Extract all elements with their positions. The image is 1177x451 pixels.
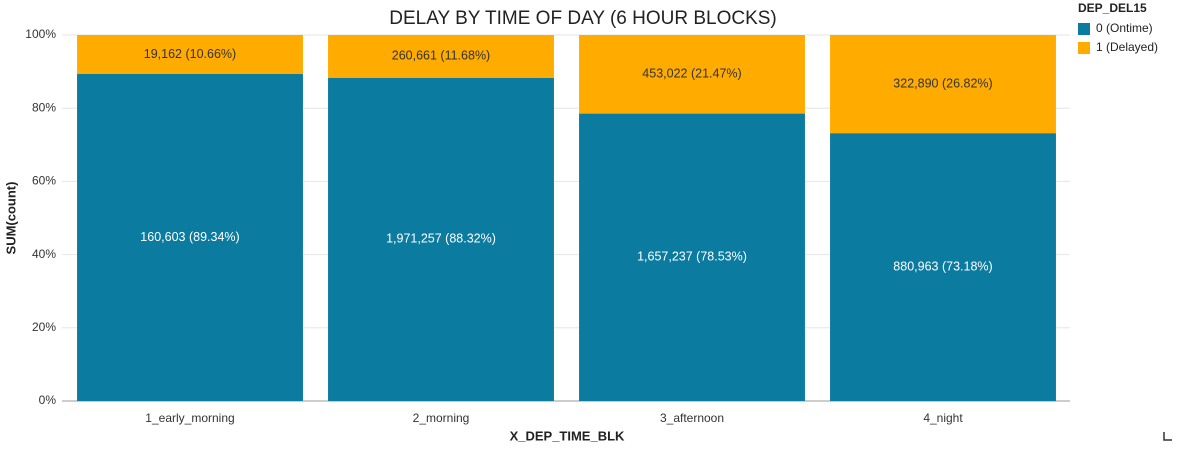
y-tick-label: 100% bbox=[25, 27, 56, 41]
data-label: 19,162 (10.66%) bbox=[144, 47, 236, 61]
x-axis-label: X_DEP_TIME_BLK bbox=[510, 428, 625, 443]
y-tick-label: 80% bbox=[32, 100, 56, 114]
bar-segment bbox=[328, 35, 554, 78]
x-tick-label: 3_afternoon bbox=[660, 411, 724, 425]
bar-segment bbox=[77, 74, 303, 402]
legend-label: 0 (Ontime) bbox=[1096, 21, 1153, 35]
y-axis-label: SUM(count) bbox=[3, 182, 18, 255]
legend-swatch bbox=[1078, 42, 1090, 54]
data-label: 1,657,237 (78.53%) bbox=[637, 250, 747, 264]
y-tick-label: 0% bbox=[39, 393, 57, 407]
bar-segment bbox=[579, 35, 805, 114]
x-tick-label: 2_morning bbox=[413, 411, 470, 425]
bar-segment bbox=[328, 77, 554, 401]
x-tick-label: 1_early_morning bbox=[145, 411, 234, 425]
data-label: 322,890 (26.82%) bbox=[893, 76, 992, 90]
bar-segment bbox=[830, 133, 1056, 401]
data-label: 160,603 (89.34%) bbox=[140, 230, 239, 244]
bar-segment bbox=[77, 35, 303, 75]
legend-swatch bbox=[1078, 23, 1090, 35]
y-tick-label: 20% bbox=[32, 320, 56, 334]
data-label: 453,022 (21.47%) bbox=[642, 67, 741, 81]
bar-segment bbox=[579, 113, 805, 401]
y-tick-label: 60% bbox=[32, 174, 56, 188]
data-label: 1,971,257 (88.32%) bbox=[386, 232, 496, 246]
corner-mark bbox=[1163, 432, 1172, 441]
bar-segment bbox=[830, 35, 1056, 134]
legend-label: 1 (Delayed) bbox=[1096, 40, 1158, 54]
x-tick-label: 4_night bbox=[923, 411, 963, 425]
data-label: 260,661 (11.68%) bbox=[392, 49, 490, 63]
chart-title: DELAY BY TIME OF DAY (6 HOUR BLOCKS) bbox=[389, 8, 777, 29]
data-label: 880,963 (73.18%) bbox=[893, 259, 992, 273]
y-tick-label: 40% bbox=[32, 247, 56, 261]
legend-title: DEP_DEL15 bbox=[1078, 1, 1147, 15]
